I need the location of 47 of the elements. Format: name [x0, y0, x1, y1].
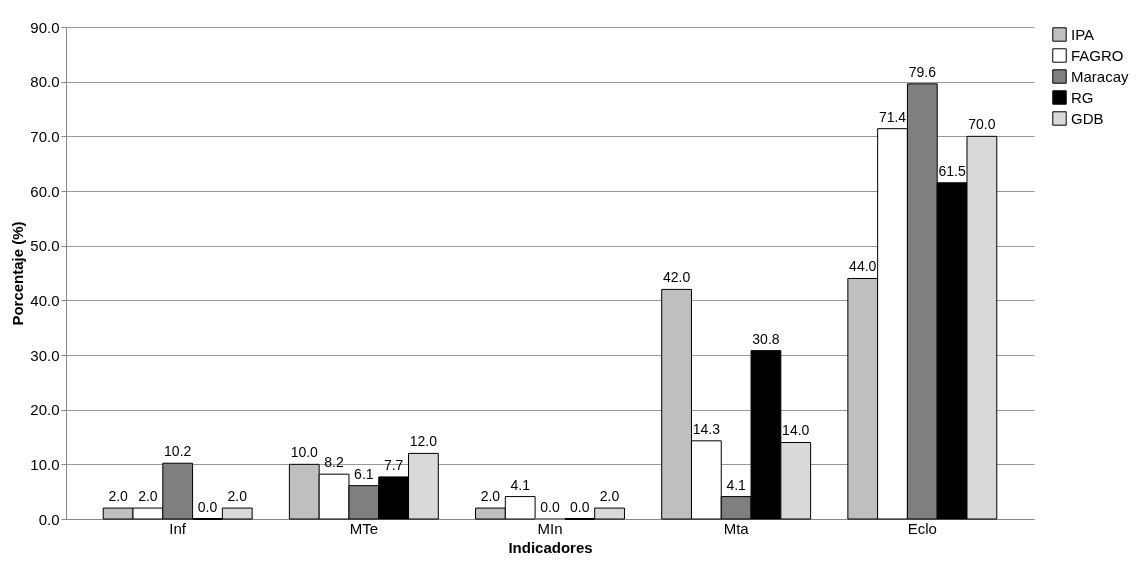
- x-tick-label: Mta: [723, 519, 750, 537]
- x-tick-label: Eclo: [907, 519, 937, 537]
- x-tick-label: Inf: [169, 519, 187, 537]
- y-tick-label: 60.0: [30, 182, 60, 200]
- data-label: 7.7: [383, 456, 404, 473]
- y-tick-label: 10.0: [30, 455, 60, 473]
- data-label: 0.0: [540, 499, 560, 515]
- y-tick-label: 90.0: [30, 18, 60, 36]
- data-label: 12.0: [409, 433, 438, 450]
- data-label: 2.0: [108, 488, 129, 505]
- data-label: 2.0: [599, 488, 620, 505]
- data-label: 2.0: [227, 488, 248, 505]
- legend-label: GDB: [1071, 109, 1104, 127]
- data-label: 10.0: [290, 444, 319, 461]
- data-label: 79.6: [908, 63, 937, 80]
- data-label: 2.0: [138, 488, 158, 505]
- y-tick-label: 20.0: [30, 401, 60, 419]
- legend-label: FAGRO: [1071, 46, 1124, 64]
- data-label: 14.0: [782, 422, 810, 439]
- data-label: 4.1: [510, 476, 531, 493]
- y-tick-label: 0.0: [38, 510, 60, 528]
- y-tick-label: 50.0: [30, 237, 60, 255]
- legend-label: IPA: [1071, 25, 1095, 43]
- data-label: 61.5: [938, 162, 966, 179]
- y-tick-label: 70.0: [30, 127, 60, 145]
- data-label: 14.3: [692, 420, 721, 437]
- y-tick-label: 30.0: [30, 346, 60, 364]
- x-tick-label: MTe: [349, 519, 379, 537]
- data-label: 71.4: [878, 108, 907, 125]
- data-label: 10.2: [164, 443, 192, 460]
- data-label: 70.0: [968, 116, 996, 133]
- data-label: 6.1: [354, 465, 374, 482]
- data-label: 0.0: [570, 499, 590, 515]
- y-tick-label: 40.0: [30, 291, 60, 309]
- data-label: 0.0: [197, 499, 218, 515]
- y-axis-title: Porcentaje (%): [9, 221, 27, 326]
- legend-label: RG: [1071, 88, 1094, 106]
- data-label: 2.0: [480, 488, 501, 505]
- x-axis-title: Indicadores: [508, 538, 593, 556]
- data-label: 30.8: [752, 330, 780, 347]
- data-label: 4.1: [726, 476, 747, 493]
- legend-label: Maracay: [1071, 67, 1130, 85]
- x-tick-label: MIn: [537, 519, 563, 537]
- data-label: 42.0: [662, 269, 691, 286]
- data-label: 44.0: [849, 258, 877, 275]
- y-tick-label: 80.0: [30, 73, 60, 91]
- data-label: 8.2: [324, 454, 344, 471]
